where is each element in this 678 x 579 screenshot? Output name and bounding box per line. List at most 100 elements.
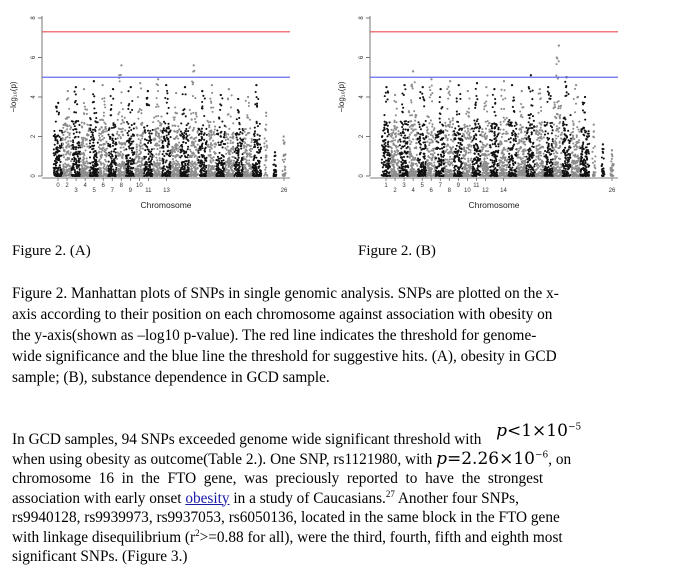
snp-point [234, 172, 237, 175]
snp-point [188, 133, 191, 137]
snp-point [408, 153, 411, 156]
snp-point [402, 93, 405, 97]
snp-point [173, 118, 176, 121]
snp-point [130, 128, 133, 132]
snp-point [156, 148, 159, 151]
snp-point [102, 143, 105, 146]
chromosome-points [389, 93, 401, 178]
snp-point [396, 167, 399, 170]
snp-point [71, 158, 74, 161]
snp-point [236, 142, 239, 145]
snp-point [479, 149, 482, 152]
snp-point [231, 146, 234, 149]
snp-point [148, 171, 151, 174]
snp-point [473, 163, 476, 166]
snp-point [172, 160, 175, 163]
snp-point [383, 120, 386, 123]
snp-point [425, 129, 429, 132]
snp-point [436, 133, 439, 136]
snp-point [458, 145, 461, 148]
snp-point [213, 142, 216, 146]
snp-point [104, 128, 107, 131]
snp-point [124, 129, 127, 132]
snp-point [72, 122, 75, 126]
snp-point [208, 174, 211, 177]
snp-point [424, 161, 427, 164]
snp-point [185, 130, 188, 133]
snp-point [398, 174, 401, 177]
snp-point [128, 173, 131, 176]
snp-point [403, 144, 406, 147]
snp-point [203, 161, 206, 164]
snp-point [98, 150, 101, 153]
snp-point [400, 160, 403, 164]
snp-point [191, 95, 194, 98]
snp-point [238, 116, 241, 120]
snp-point [69, 151, 72, 154]
snp-point [209, 97, 212, 100]
snp-point [199, 139, 203, 142]
snp-point [196, 157, 199, 160]
snp-point [432, 174, 435, 177]
snp-point [393, 152, 396, 156]
snp-point [398, 160, 401, 163]
snp-point [135, 143, 138, 146]
peak-snp-point [82, 87, 86, 91]
snp-point [149, 136, 152, 140]
snp-point [485, 137, 488, 140]
snp-point [196, 130, 199, 133]
snp-point [99, 132, 103, 136]
snp-point [147, 139, 150, 142]
snp-point [66, 164, 69, 168]
snp-point [177, 141, 181, 144]
snp-point [468, 124, 471, 127]
snp-point [473, 167, 476, 170]
snp-point [233, 163, 236, 166]
snp-point [136, 133, 139, 136]
snp-point [175, 153, 178, 156]
snp-point [228, 127, 231, 130]
snp-point [480, 165, 483, 168]
snp-point [471, 163, 474, 166]
snp-point [94, 126, 97, 129]
snp-point [126, 170, 129, 173]
snp-point [413, 128, 416, 131]
snp-point [65, 174, 68, 177]
snp-point [80, 136, 83, 139]
snp-point [385, 121, 388, 124]
snp-point [438, 130, 441, 133]
snp-point [73, 90, 76, 93]
snp-point [438, 147, 442, 150]
snp-point [88, 142, 92, 145]
snp-point [88, 174, 92, 178]
snp-point [395, 121, 398, 124]
snp-point [396, 149, 399, 152]
snp-point [390, 168, 393, 172]
snp-point [210, 106, 213, 109]
snp-point [481, 141, 484, 144]
snp-point [398, 166, 401, 169]
snp-point [102, 129, 105, 132]
snp-point [475, 162, 478, 165]
snp-point [463, 173, 467, 176]
snp-point [220, 141, 223, 144]
snp-point [241, 168, 244, 171]
snp-point [196, 167, 199, 170]
snp-point [417, 174, 421, 178]
snp-point [212, 131, 215, 134]
snp-point [131, 99, 134, 103]
snp-point [193, 161, 197, 164]
snp-point [127, 104, 130, 107]
snp-point [239, 131, 242, 134]
snp-point [243, 167, 246, 170]
snp-point [126, 154, 129, 157]
snp-point [131, 174, 134, 177]
snp-point [405, 147, 408, 150]
snp-point [213, 133, 216, 136]
snp-point [224, 169, 227, 172]
snp-point [132, 140, 135, 143]
snp-point [395, 172, 398, 175]
snp-point [448, 158, 451, 161]
snp-point [447, 117, 451, 121]
snp-point [210, 129, 213, 132]
